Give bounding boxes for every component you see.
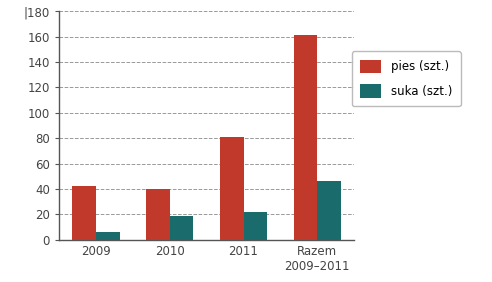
Bar: [317, 181, 341, 240]
Bar: [244, 212, 267, 240]
Bar: [220, 137, 244, 240]
Bar: [146, 189, 170, 240]
Bar: [170, 215, 193, 240]
Bar: [72, 186, 96, 240]
Legend: pies (szt.), suka (szt.): pies (szt.), suka (szt.): [352, 51, 461, 106]
Bar: [96, 232, 120, 240]
Bar: [294, 35, 317, 240]
